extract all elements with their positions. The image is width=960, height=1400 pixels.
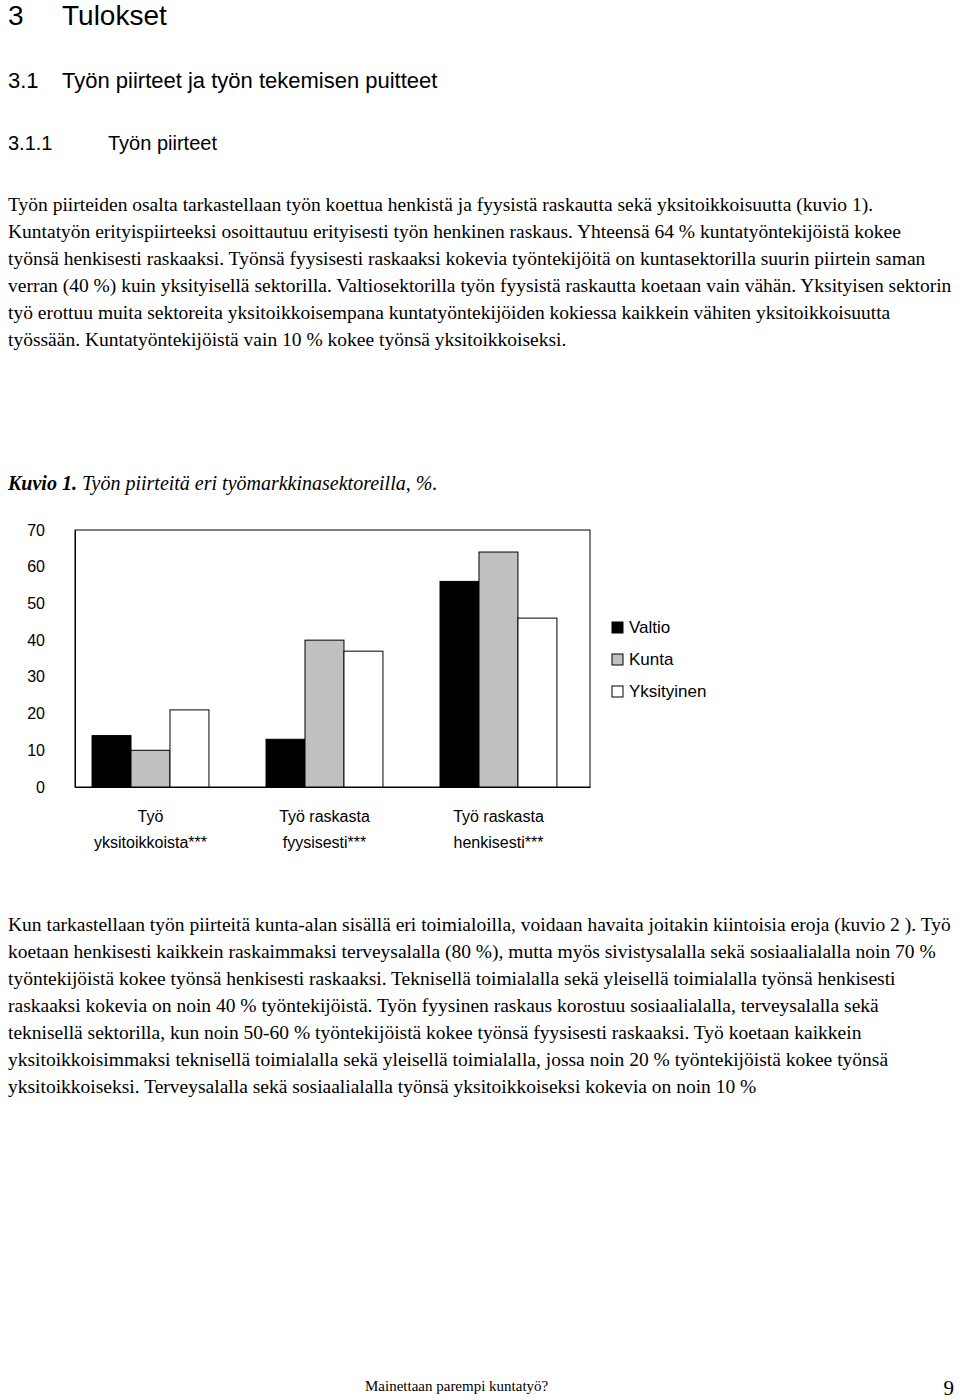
legend-item: Yksityinen xyxy=(612,682,706,701)
paragraph: Työn piirteiden osalta tarkastellaan työ… xyxy=(8,191,953,353)
x-tick: Työ yksitoikkoista*** xyxy=(94,787,207,851)
legend-item: Kunta xyxy=(612,650,674,669)
bars xyxy=(92,552,557,787)
y-axis: 0 10 20 30 40 50 60 70 xyxy=(27,522,75,796)
bar xyxy=(440,581,479,787)
heading-title: Työn piirteet ja työn tekemisen puitteet xyxy=(62,68,437,94)
heading: 3 Tulokset xyxy=(0,0,960,36)
footer-title: Mainettaan parempi kuntatyö? xyxy=(365,1378,548,1395)
chart: 0 10 20 30 40 50 60 70 Työ yksitoikkoista*** Työ r… xyxy=(0,0,960,1400)
x-axis-line xyxy=(76,787,591,788)
x-tick-label-line: yksitoikkoista*** xyxy=(94,834,207,851)
y-tick: 70 xyxy=(27,522,75,539)
y-tick: 50 xyxy=(27,595,75,612)
x-axis: Työ yksitoikkoista*** Työ raskasta fyysises… xyxy=(76,787,591,851)
legend: Valtio Kunta Yksityinen xyxy=(612,618,706,701)
y-tick-label: 70 xyxy=(27,522,45,539)
y-tick: 10 xyxy=(27,742,75,759)
heading-number: 3.1.1 xyxy=(8,132,52,155)
heading-title: Tulokset xyxy=(62,0,167,32)
bar xyxy=(131,750,170,787)
paragraph: Kun tarkastellaan työn piirteitä kunta-a… xyxy=(8,911,953,1100)
heading-number: 3.1 xyxy=(8,68,39,94)
page-number: 9 xyxy=(944,1376,955,1400)
legend-label: Yksityinen xyxy=(629,682,706,701)
legend-swatch xyxy=(612,686,623,697)
bar xyxy=(305,640,344,787)
legend-label: Kunta xyxy=(629,650,674,669)
y-tick-label: 60 xyxy=(27,558,45,575)
legend-swatch xyxy=(612,622,623,633)
x-tick-label-line: fyysisesti*** xyxy=(283,834,367,851)
heading: 3.1 Työn piirteet ja työn tekemisen puitt… xyxy=(0,68,960,98)
x-tick-label-line: henkisesti*** xyxy=(454,834,544,851)
bar xyxy=(479,552,518,787)
bar xyxy=(170,710,209,787)
y-tick-label: 0 xyxy=(36,779,45,796)
y-axis-line xyxy=(75,531,76,788)
figure-caption: Kuvio 1. Työn piirteitä eri työmarkkinas… xyxy=(8,472,437,495)
heading-number: 3 xyxy=(8,0,24,32)
x-tick-label-line: Työ raskasta xyxy=(279,808,370,825)
legend-label: Valtio xyxy=(629,618,670,637)
plot-frame xyxy=(75,530,590,787)
x-tick-label: Työ raskasta henkisesti*** xyxy=(453,808,544,851)
y-tick-label: 20 xyxy=(27,705,45,722)
legend-item: Valtio xyxy=(612,618,670,637)
y-tick: 60 xyxy=(27,558,75,575)
x-tick: Työ raskasta fyysisesti*** xyxy=(279,787,370,851)
figure-caption-text: Työn piirteitä eri työmarkkinasektoreill… xyxy=(82,472,438,494)
y-tick: 0 xyxy=(36,779,75,796)
heading-title: Työn piirteet xyxy=(108,132,217,155)
y-tick-label: 10 xyxy=(27,742,45,759)
y-tick: 40 xyxy=(27,632,75,649)
y-tick: 20 xyxy=(27,705,75,722)
x-tick-label-line: Työ raskasta xyxy=(453,808,544,825)
bar xyxy=(92,736,131,787)
x-tick: Työ raskasta henkisesti*** xyxy=(453,787,544,851)
bar xyxy=(266,739,305,787)
y-tick-label: 30 xyxy=(27,668,45,685)
y-tick-label: 40 xyxy=(27,632,45,649)
x-tick-label: Työ yksitoikkoista*** xyxy=(94,808,207,851)
figure-label: Kuvio 1. xyxy=(8,472,77,494)
y-tick-label: 50 xyxy=(27,595,45,612)
heading: 3.1.1 Työn piirteet xyxy=(0,132,960,160)
x-tick-label-line: Työ xyxy=(138,808,164,825)
x-tick-label: Työ raskasta fyysisesti*** xyxy=(279,808,370,851)
y-tick: 30 xyxy=(27,668,75,685)
legend-swatch xyxy=(612,654,623,665)
bar xyxy=(344,651,383,787)
bar xyxy=(518,618,557,787)
